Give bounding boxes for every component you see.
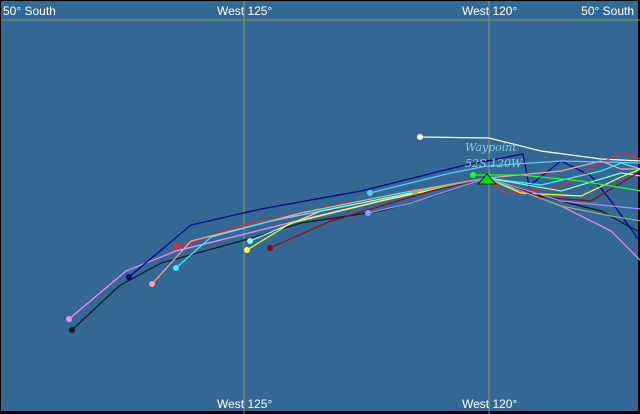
lat-label-top-right: 50° South — [581, 4, 634, 18]
lat-label-top-left: 50° South — [3, 4, 56, 18]
boat-marker-lightblue[interactable] — [367, 190, 373, 196]
boat-marker-yellow[interactable] — [244, 247, 250, 253]
track-yellow[interactable] — [246, 168, 640, 251]
boat-marker-black[interactable] — [69, 327, 75, 333]
boat-marker-sage[interactable] — [412, 189, 418, 195]
waypoint-label: Waypoint — [465, 141, 517, 154]
boat-marker-lavender[interactable] — [365, 210, 371, 216]
lon-label-top-w120: West 120° — [462, 4, 518, 18]
boat-marker-green[interactable] — [470, 172, 476, 178]
boat-marker-white[interactable] — [417, 134, 423, 140]
lon-label-bottom-w120: West 120° — [462, 397, 518, 411]
boat-marker-aquamarine[interactable] — [247, 238, 253, 244]
lon-label-bottom-w125: West 125° — [217, 397, 273, 411]
track-white[interactable] — [419, 136, 640, 162]
track-navy[interactable] — [128, 153, 640, 278]
boat-marker-darkred[interactable] — [267, 245, 273, 251]
boat-marker-red[interactable] — [174, 244, 180, 250]
lon-label-top-w125: West 125° — [217, 4, 273, 18]
waypoint-coords: 52S 120W — [465, 157, 524, 170]
track-red[interactable] — [176, 152, 640, 248]
boat-marker-pink[interactable] — [149, 281, 155, 287]
track-green[interactable] — [473, 174, 640, 192]
track-lavender[interactable] — [367, 177, 640, 214]
boat-marker-cyan[interactable] — [173, 265, 179, 271]
track-lightblue[interactable] — [369, 160, 640, 194]
boat-marker-violet[interactable] — [66, 316, 72, 322]
boat-marker-navy[interactable] — [126, 274, 132, 280]
track-sage[interactable] — [414, 177, 640, 222]
waypoint-icon[interactable] — [477, 173, 497, 185]
